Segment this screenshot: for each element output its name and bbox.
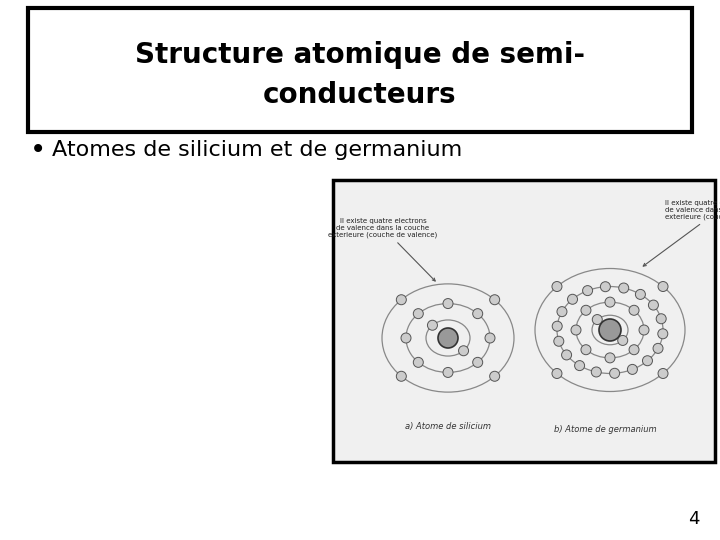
Circle shape (396, 372, 406, 381)
Circle shape (593, 315, 602, 325)
Circle shape (581, 305, 591, 315)
Circle shape (413, 357, 423, 367)
Circle shape (618, 335, 628, 346)
FancyBboxPatch shape (333, 180, 715, 462)
Text: Il existe quatre electrons
de valence dans la couche
exterieure (couche de valen: Il existe quatre electrons de valence da… (643, 199, 720, 266)
Circle shape (443, 299, 453, 308)
Circle shape (552, 281, 562, 292)
Circle shape (591, 367, 601, 377)
FancyBboxPatch shape (28, 8, 692, 132)
Circle shape (600, 282, 611, 292)
Circle shape (459, 346, 469, 356)
Circle shape (562, 350, 572, 360)
Circle shape (401, 333, 411, 343)
Circle shape (629, 345, 639, 355)
Circle shape (554, 336, 564, 346)
Circle shape (618, 283, 629, 293)
Text: Atomes de silicium et de germanium: Atomes de silicium et de germanium (52, 140, 462, 160)
Circle shape (658, 368, 668, 379)
Circle shape (490, 295, 500, 305)
Circle shape (552, 321, 562, 331)
Circle shape (438, 328, 458, 348)
Circle shape (599, 319, 621, 341)
Circle shape (428, 320, 438, 330)
Circle shape (658, 281, 668, 292)
Circle shape (629, 305, 639, 315)
Text: b) Atome de germanium: b) Atome de germanium (554, 425, 657, 434)
Text: a) Atome de silicium: a) Atome de silicium (405, 422, 491, 431)
Circle shape (605, 353, 615, 363)
Circle shape (581, 345, 591, 355)
Circle shape (653, 343, 663, 353)
Circle shape (557, 307, 567, 316)
Text: 4: 4 (688, 510, 700, 528)
Circle shape (605, 297, 615, 307)
Circle shape (552, 368, 562, 379)
Text: Structure atomique de semi-: Structure atomique de semi- (135, 41, 585, 69)
Circle shape (571, 325, 581, 335)
Circle shape (473, 309, 482, 319)
Circle shape (473, 357, 482, 367)
Circle shape (490, 372, 500, 381)
Circle shape (649, 300, 658, 310)
Circle shape (658, 329, 667, 339)
Text: conducteurs: conducteurs (264, 81, 456, 109)
Circle shape (567, 294, 577, 304)
Circle shape (610, 368, 620, 379)
Circle shape (635, 289, 645, 299)
Circle shape (656, 314, 666, 324)
Circle shape (396, 295, 406, 305)
Circle shape (485, 333, 495, 343)
Circle shape (575, 361, 585, 370)
Circle shape (642, 356, 652, 366)
Circle shape (443, 367, 453, 377)
Circle shape (639, 325, 649, 335)
Circle shape (582, 286, 593, 295)
Text: •: • (30, 136, 46, 164)
Text: Il existe quatre electrons
de valence dans la couche
exterieure (couche de valen: Il existe quatre electrons de valence da… (328, 218, 438, 281)
Circle shape (413, 309, 423, 319)
Circle shape (627, 364, 637, 374)
